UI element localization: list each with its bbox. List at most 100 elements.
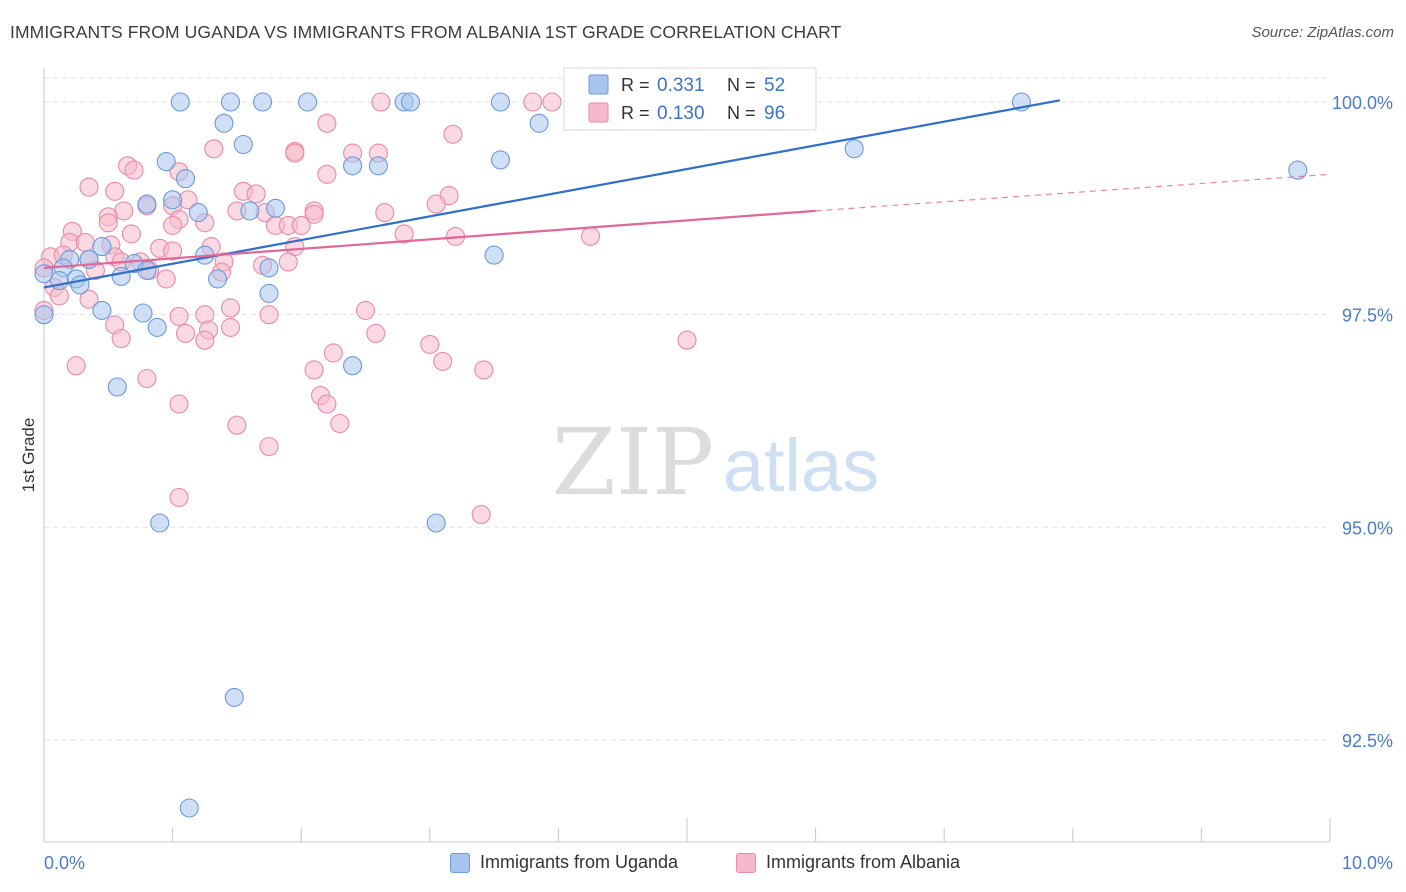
uganda-point <box>111 266 131 286</box>
uganda-point <box>92 237 112 257</box>
legend-swatch-albania <box>588 102 609 123</box>
albania-point <box>317 164 337 184</box>
y-tick-label: 97.5% <box>1342 306 1393 326</box>
uganda-point <box>147 317 167 337</box>
albania-point <box>443 124 463 144</box>
series-swatch-uganda <box>450 852 470 873</box>
watermark-atlas: atlas <box>723 424 879 507</box>
uganda-point <box>34 305 54 325</box>
legend-r-value-uganda: 0.331 <box>657 75 705 96</box>
albania-point <box>79 177 99 197</box>
uganda-trend-line <box>43 99 1061 289</box>
uganda-point <box>490 150 511 170</box>
y-tick-label: 92.5% <box>1342 731 1393 751</box>
y-tick-label: 100.0% <box>1332 93 1393 113</box>
albania-point <box>523 92 543 112</box>
albania-trend-line <box>43 209 816 269</box>
albania-point <box>169 306 189 326</box>
uganda-point <box>426 513 446 533</box>
albania-point <box>474 360 494 380</box>
uganda-point <box>170 92 190 112</box>
uganda-point <box>368 156 388 176</box>
uganda-point <box>400 92 421 112</box>
albania-point <box>259 436 279 457</box>
tick-labels: 92.5% 95.0% 97.5% 100.0% 0.0% 10.0% <box>44 93 1393 873</box>
uganda-point <box>175 169 196 189</box>
uganda-point <box>259 258 279 278</box>
albania-point <box>175 323 196 343</box>
albania-point <box>163 241 183 261</box>
watermark-zip: ZIP <box>552 409 714 516</box>
series-swatch-albania <box>736 852 756 873</box>
albania-point <box>169 394 189 414</box>
uganda-point <box>240 201 260 221</box>
albania-point <box>366 323 386 343</box>
legend-r-value-albania: 0.130 <box>657 103 705 124</box>
series-label-uganda: Immigrants from Uganda <box>480 852 679 872</box>
series-legend-albania: Immigrants from Albania <box>736 852 960 873</box>
uganda-point <box>133 303 153 323</box>
series-label-albania: Immigrants from Albania <box>766 852 961 872</box>
y-axis-label: 1st Grade <box>19 418 38 493</box>
albania-point <box>330 413 350 434</box>
uganda-point <box>224 687 244 707</box>
albania-point <box>121 224 141 244</box>
albania-trend-line-extension <box>815 173 1331 212</box>
series-legend: Immigrants from Uganda Immigrants from A… <box>0 852 1406 878</box>
albania-point <box>259 305 279 325</box>
trend-lines <box>43 99 1331 289</box>
uganda-point <box>844 139 864 159</box>
albania-points <box>34 92 742 525</box>
albania-point <box>304 204 324 224</box>
y-tick-label: 95.0% <box>1342 518 1393 538</box>
albania-point <box>137 368 157 389</box>
uganda-point <box>1288 160 1308 180</box>
watermark: ZIP atlas <box>552 409 879 516</box>
uganda-point <box>163 190 183 210</box>
uganda-point <box>188 203 208 223</box>
legend-r-label-uganda: R = <box>621 75 650 95</box>
uganda-point <box>208 269 228 289</box>
albania-point <box>433 351 453 371</box>
uganda-point <box>92 300 112 320</box>
albania-point <box>220 317 241 337</box>
uganda-point <box>259 283 279 303</box>
x-tick-label: 0.0% <box>44 853 85 873</box>
uganda-point <box>156 152 176 172</box>
albania-point <box>317 113 337 133</box>
albania-point <box>79 289 99 309</box>
albania-point <box>426 194 446 214</box>
axes <box>43 68 1331 843</box>
uganda-point <box>253 92 273 112</box>
albania-point <box>285 143 305 163</box>
source-credit: Source: ZipAtlas.com <box>1251 24 1394 41</box>
albania-point <box>278 252 298 272</box>
legend-n-label-albania: N = <box>727 103 756 123</box>
correlation-legend: R = 0.331 N = 52 R = 0.130 N = 96 <box>563 67 817 131</box>
uganda-point <box>220 92 241 112</box>
legend-n-value-albania: 96 <box>764 103 785 124</box>
albania-point <box>195 330 215 350</box>
uganda-point <box>343 356 363 376</box>
uganda-point <box>343 156 363 176</box>
uganda-point <box>179 798 199 818</box>
albania-point <box>98 213 118 233</box>
uganda-point <box>265 198 286 218</box>
albania-point <box>471 504 491 525</box>
albania-point <box>375 203 395 223</box>
albania-point <box>317 394 337 414</box>
albania-point <box>246 184 266 204</box>
albania-point <box>371 92 391 112</box>
albania-point <box>291 215 311 235</box>
albania-point <box>323 343 343 363</box>
albania-point <box>75 232 95 252</box>
albania-point <box>105 181 125 201</box>
legend-r-label-albania: R = <box>621 103 650 123</box>
legend-n-value-uganda: 52 <box>764 75 785 96</box>
legend-swatch-uganda <box>588 74 609 95</box>
uganda-point <box>298 92 318 112</box>
uganda-point <box>150 513 170 533</box>
uganda-point <box>107 377 127 397</box>
albania-point <box>304 360 324 380</box>
